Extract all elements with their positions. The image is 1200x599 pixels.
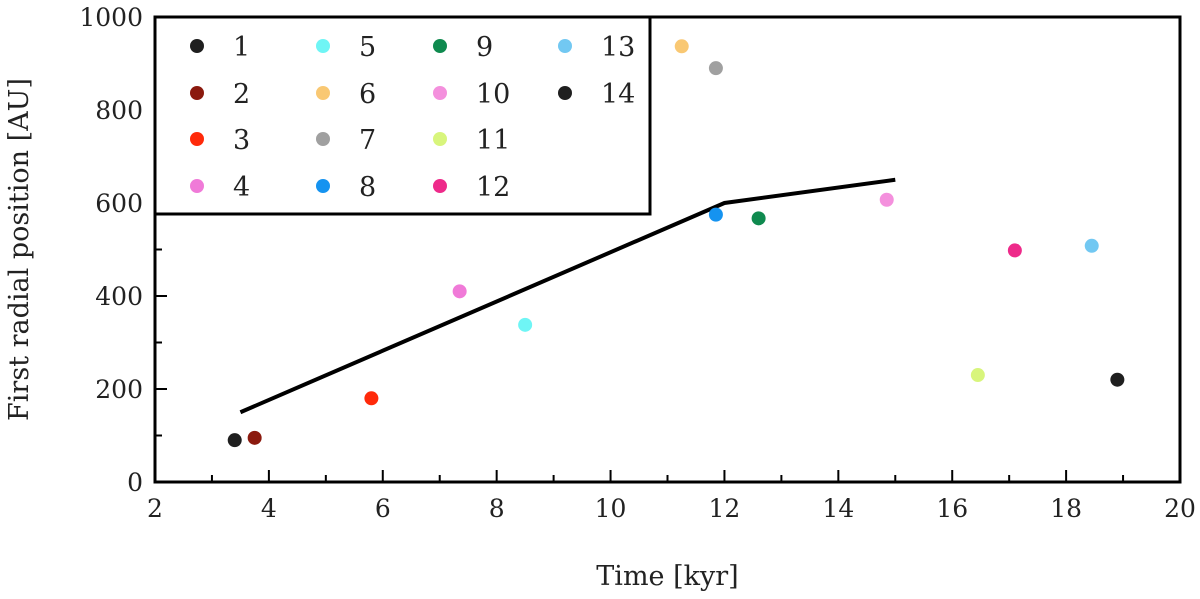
legend-label-13: 13 — [601, 32, 635, 63]
x-tick-label: 10 — [595, 494, 627, 523]
data-point-11 — [970, 368, 985, 383]
data-point-5 — [518, 317, 533, 332]
legend-marker-14 — [558, 86, 572, 100]
legend-marker-10 — [433, 86, 447, 100]
x-axis-label: Time [kyr] — [596, 561, 738, 592]
legend-label-9: 9 — [476, 32, 493, 63]
data-point-2 — [247, 430, 262, 445]
x-tick-label: 8 — [489, 494, 505, 523]
x-tick-label: 14 — [822, 494, 854, 523]
data-point-7 — [708, 61, 723, 76]
x-tick-label: 2 — [147, 494, 163, 523]
legend-label-3: 3 — [233, 125, 250, 156]
x-tick-label: 16 — [936, 494, 968, 523]
plot-frame — [153, 15, 1182, 484]
x-tick-label: 20 — [1164, 494, 1196, 523]
data-point-8 — [708, 207, 723, 222]
legend-label-12: 12 — [476, 172, 510, 203]
legend-marker-13 — [558, 39, 572, 53]
legend-label-8: 8 — [359, 172, 376, 203]
trend-line — [239, 177, 896, 415]
legend-label-7: 7 — [359, 125, 376, 156]
x-tick-label: 6 — [375, 494, 391, 523]
data-point-1 — [227, 433, 242, 448]
legend-marker-1 — [190, 39, 204, 53]
legend-label-6: 6 — [359, 79, 376, 110]
legend-marker-6 — [316, 86, 330, 100]
legend-marker-11 — [433, 132, 447, 146]
y-tick-label: 800 — [95, 96, 143, 125]
data-point-4 — [452, 284, 467, 299]
data-point-14 — [1110, 372, 1125, 387]
legend-marker-7 — [316, 132, 330, 146]
y-axis-label: First radial position [AU] — [4, 78, 35, 421]
data-point-13 — [1084, 238, 1099, 253]
legend-label-5: 5 — [359, 32, 376, 63]
legend-marker-2 — [190, 86, 204, 100]
y-tick-label: 1000 — [79, 3, 143, 32]
legend-label-11: 11 — [476, 125, 510, 156]
x-tick-label: 12 — [709, 494, 741, 523]
legend-marker-8 — [316, 179, 330, 193]
legend-marker-12 — [433, 179, 447, 193]
legend-label-14: 14 — [601, 79, 635, 110]
x-tick-label: 18 — [1050, 494, 1082, 523]
legend-marker-9 — [433, 39, 447, 53]
data-point-9 — [751, 211, 766, 226]
legend-marker-3 — [190, 132, 204, 146]
legend-label-4: 4 — [233, 172, 250, 203]
legend-label-2: 2 — [233, 79, 250, 110]
data-point-6 — [674, 39, 689, 54]
x-tick-label: 4 — [261, 494, 277, 523]
data-point-12 — [1007, 243, 1022, 258]
y-tick-label: 200 — [95, 375, 143, 404]
y-tick-label: 600 — [95, 189, 143, 218]
legend-box — [153, 15, 652, 216]
legend-label-1: 1 — [233, 32, 250, 63]
data-point-10 — [879, 192, 894, 207]
y-tick-label: 0 — [127, 468, 143, 497]
legend-marker-5 — [316, 39, 330, 53]
legend-marker-4 — [190, 179, 204, 193]
data-point-3 — [364, 391, 379, 406]
legend-label-10: 10 — [476, 79, 510, 110]
data-points — [227, 39, 1125, 448]
y-tick-label: 400 — [95, 282, 143, 311]
trend-line-layer — [239, 177, 896, 415]
